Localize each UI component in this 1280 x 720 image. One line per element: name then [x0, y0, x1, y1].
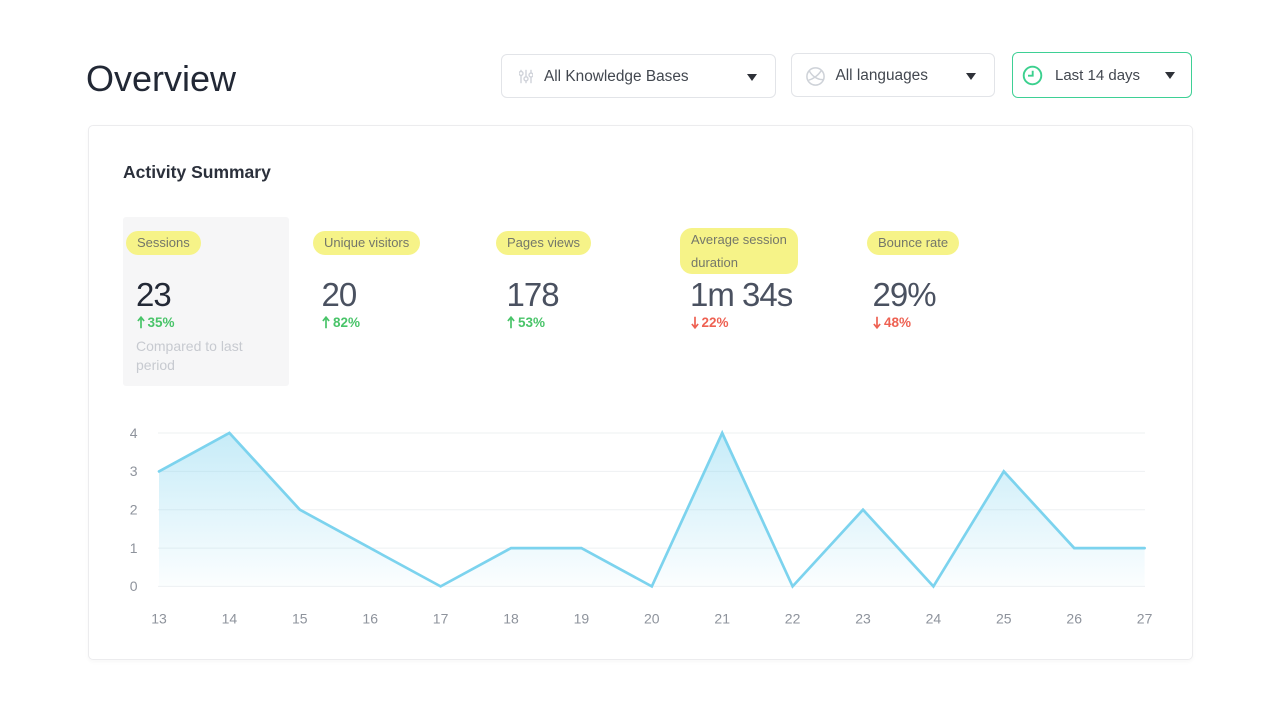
svg-text:15: 15	[292, 611, 308, 627]
svg-text:18: 18	[503, 611, 519, 627]
svg-text:4: 4	[130, 425, 138, 441]
svg-text:22: 22	[785, 611, 801, 627]
svg-text:24: 24	[926, 611, 942, 627]
svg-text:13: 13	[151, 611, 167, 627]
svg-text:21: 21	[714, 611, 730, 627]
svg-text:26: 26	[1066, 611, 1082, 627]
svg-text:16: 16	[362, 611, 378, 627]
svg-text:19: 19	[574, 611, 590, 627]
svg-text:1: 1	[130, 540, 138, 556]
svg-text:27: 27	[1137, 611, 1153, 627]
svg-text:20: 20	[644, 611, 660, 627]
svg-text:14: 14	[222, 611, 238, 627]
svg-text:23: 23	[855, 611, 871, 627]
svg-text:2: 2	[130, 502, 138, 518]
svg-text:0: 0	[130, 578, 138, 594]
svg-text:17: 17	[433, 611, 449, 627]
svg-text:25: 25	[996, 611, 1012, 627]
svg-text:3: 3	[130, 463, 138, 479]
